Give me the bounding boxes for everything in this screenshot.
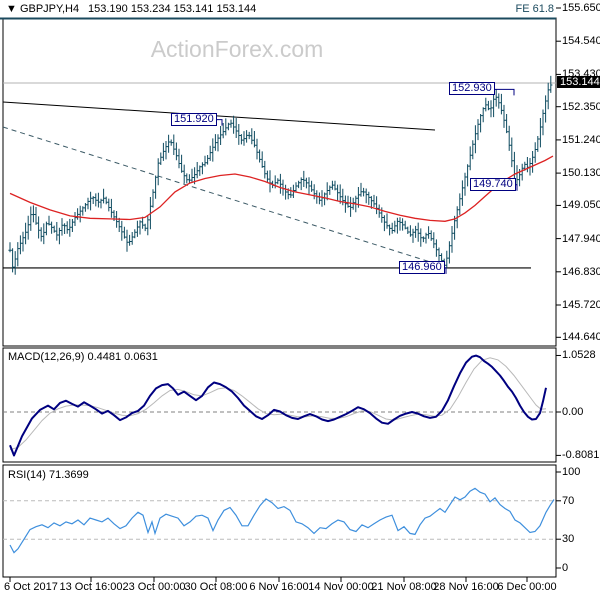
callout-connector [512, 184, 518, 191]
trendline-descending-resistance [2, 101, 436, 131]
watermark: ActionForex.com [150, 36, 324, 62]
macd-main-line [9, 354, 547, 457]
fibonacci-expansion-label: FE 61.8 [515, 3, 554, 15]
rsi-panel-border [2, 464, 557, 578]
trendline-descending-support [2, 126, 444, 267]
dropdown-arrow-icon: ▼ [6, 3, 17, 15]
callout-connector [213, 119, 223, 126]
ohlc-quote: 153.190 153.234 153.141 153.144 [88, 3, 257, 15]
rsi-line [9, 487, 555, 554]
chart-title-bar: ▼ GBPJPY,H4 153.190 153.234 153.141 153.… [0, 0, 600, 18]
symbol-period-label: GBPJPY,H4 [19, 3, 80, 15]
ohlc-bars [8, 75, 553, 275]
price-panel-border [2, 17, 557, 347]
symbol-dropdown: ▼ GBPJPY,H4 [6, 3, 79, 15]
moving-average-line [9, 155, 554, 222]
macd-signal-line [9, 357, 547, 451]
callout-connector [491, 88, 515, 96]
macd-panel-border [2, 347, 557, 463]
